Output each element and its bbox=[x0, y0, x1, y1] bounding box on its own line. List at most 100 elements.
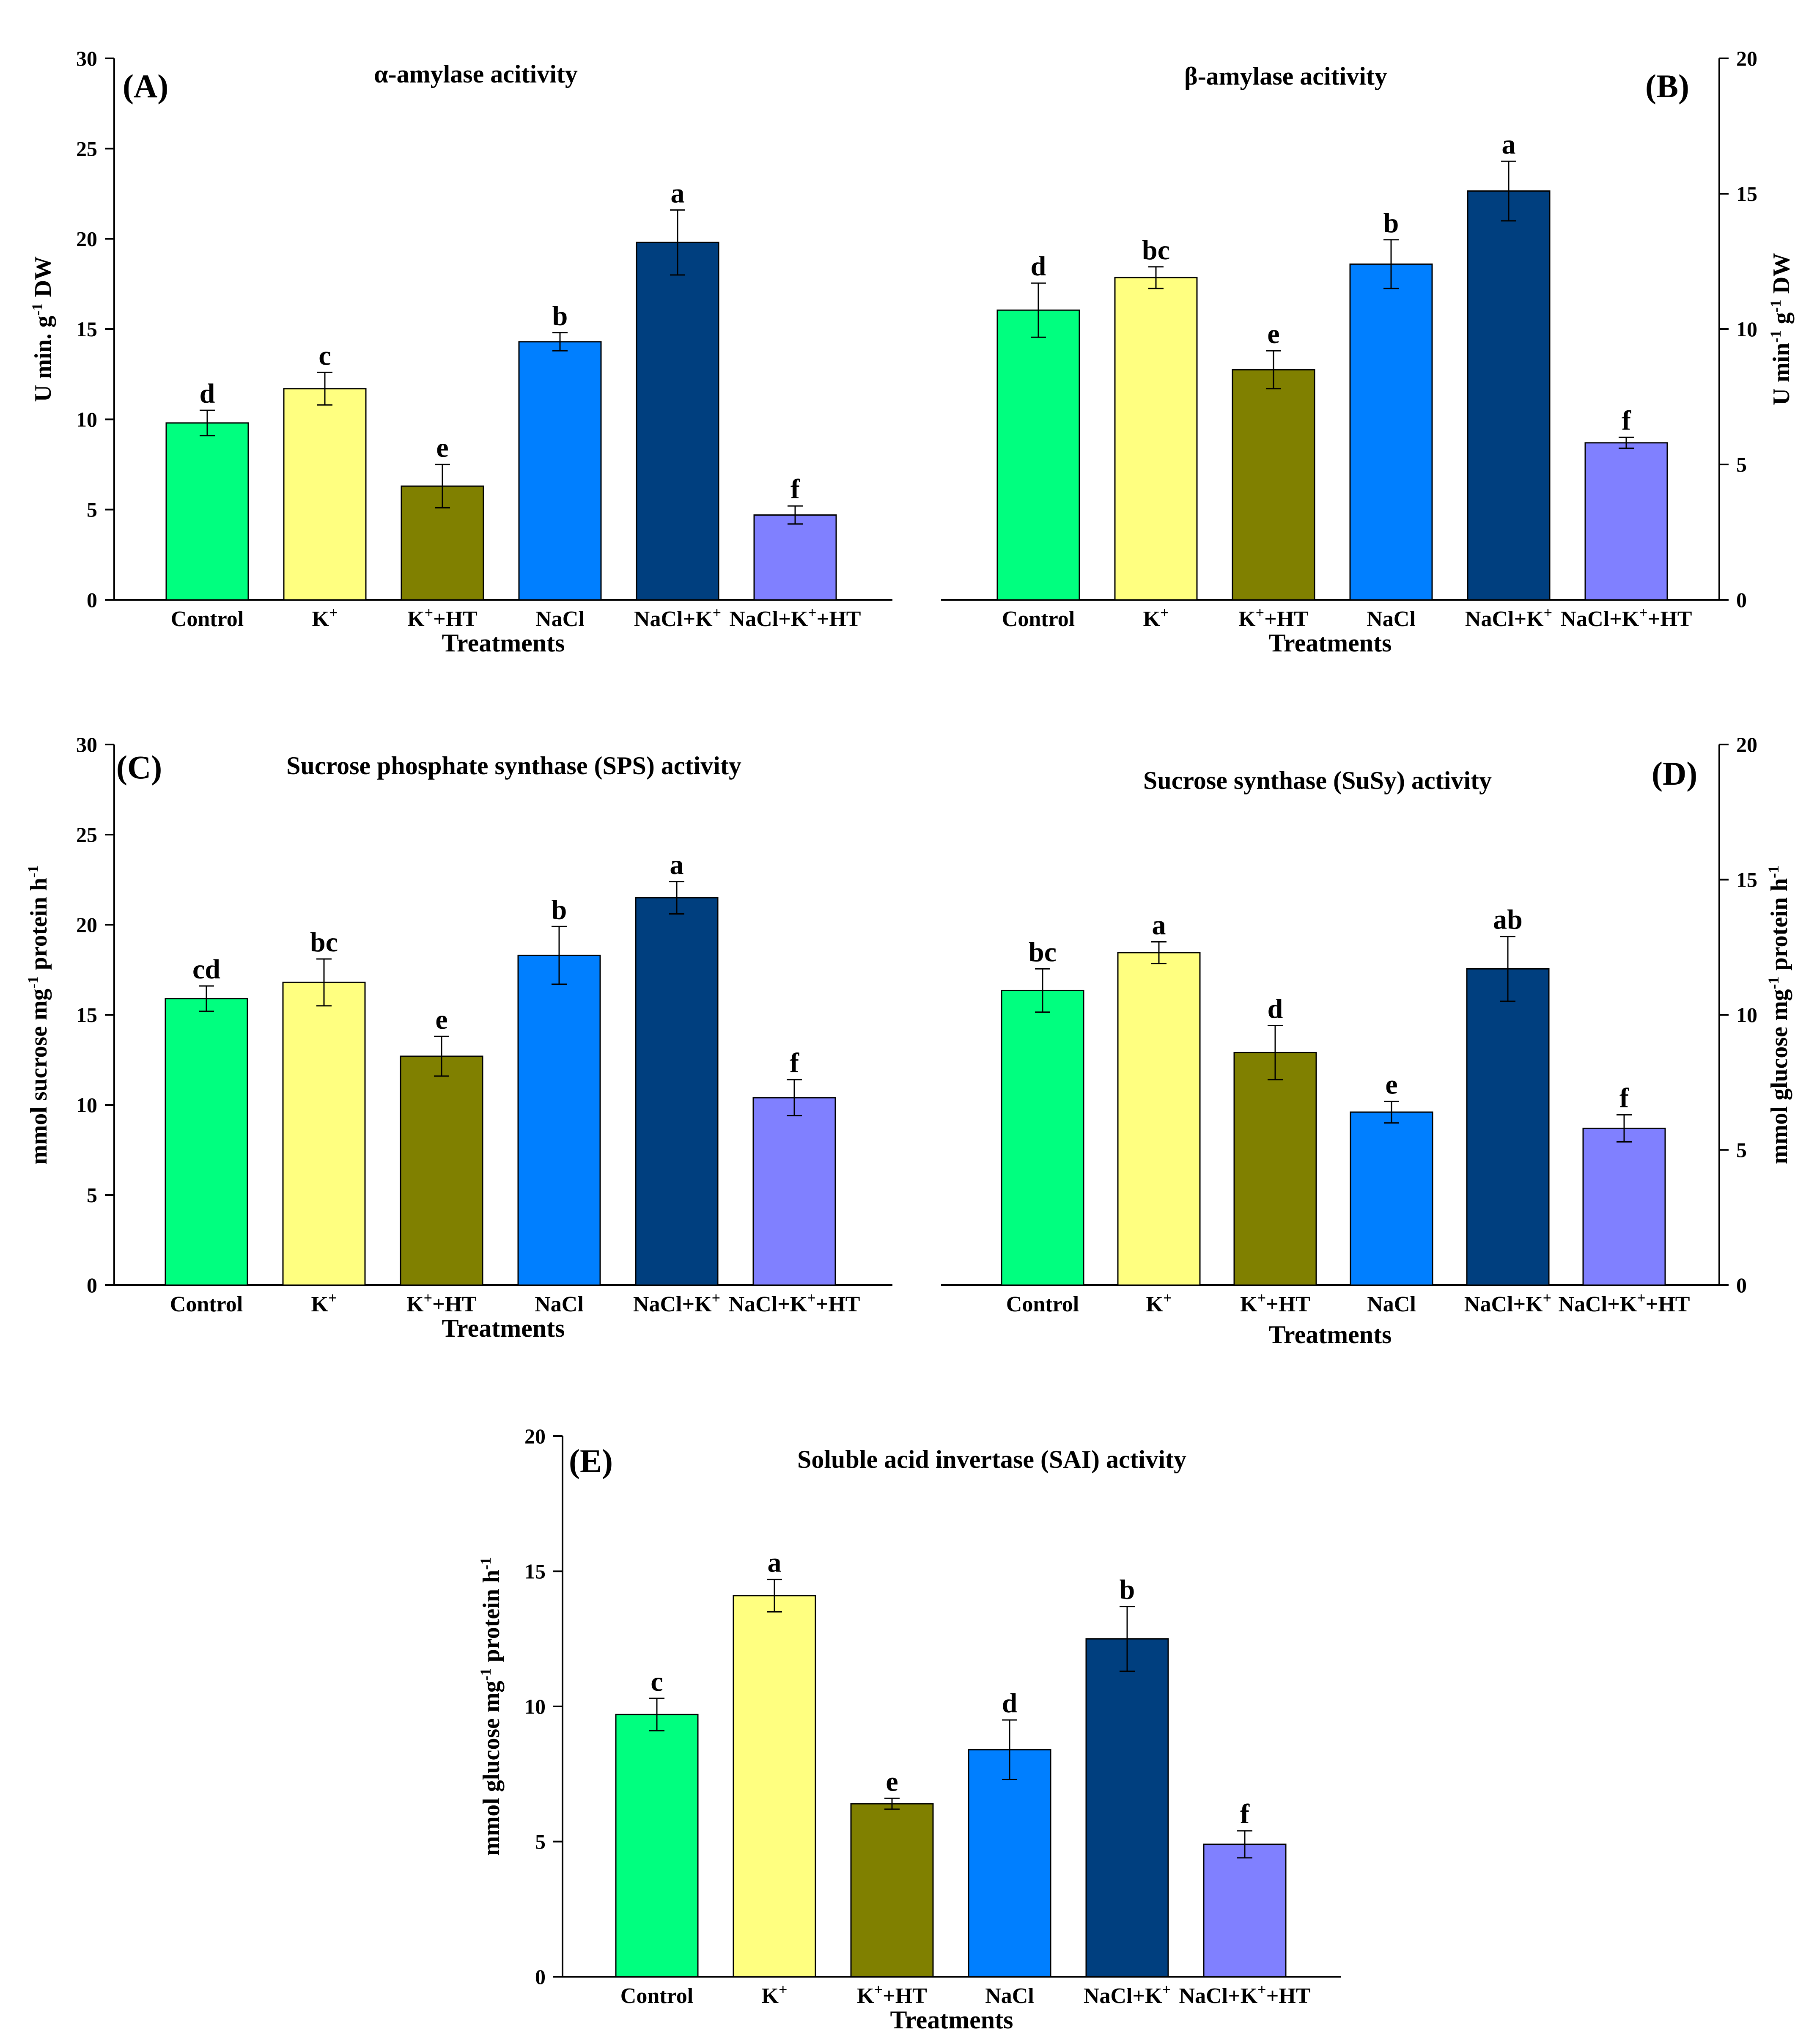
category-label: NaCl+K++HT bbox=[730, 604, 861, 631]
x-axis-label: Treatments bbox=[1268, 629, 1392, 657]
bar bbox=[733, 1595, 816, 1978]
bar bbox=[1349, 263, 1433, 601]
bar bbox=[850, 1803, 934, 1978]
category-label: NaCl+K+ bbox=[634, 604, 721, 631]
y-tick-label: 0 bbox=[1736, 1273, 1747, 1297]
category-label: K+ bbox=[311, 1289, 337, 1316]
x-axis-label: Treatments bbox=[442, 629, 565, 657]
significance-letter: f bbox=[1619, 1082, 1629, 1113]
y-tick-label: 15 bbox=[76, 1003, 97, 1027]
category-label: Control bbox=[170, 1292, 243, 1316]
significance-letter: d bbox=[200, 378, 215, 409]
panel-e: 0 5 10 15 20 c Control a K+ e K++HT d NaCl b NaCl+K+ f N… bbox=[477, 1424, 1341, 2034]
chart-title: Sucrose synthase (SuSy) activity bbox=[1143, 766, 1492, 794]
significance-letter: e bbox=[1385, 1069, 1397, 1100]
significance-letter: c bbox=[650, 1666, 663, 1697]
significance-letter: f bbox=[790, 474, 800, 505]
category-label: Control bbox=[1002, 607, 1075, 631]
category-label: NaCl+K++HT bbox=[1179, 1981, 1311, 2008]
panel-label: (B) bbox=[1645, 68, 1689, 104]
chart-title: α-amylase acitivity bbox=[374, 60, 578, 88]
y-tick-label: 10 bbox=[76, 407, 97, 431]
category-label: NaCl bbox=[535, 1292, 584, 1316]
significance-letter: b bbox=[552, 301, 568, 332]
significance-letter: b bbox=[1120, 1574, 1135, 1605]
y-tick-label: 30 bbox=[76, 47, 97, 70]
significance-letter: e bbox=[886, 1766, 898, 1797]
y-tick-label: 20 bbox=[1736, 47, 1757, 70]
significance-letter: ab bbox=[1493, 904, 1523, 935]
bar bbox=[1584, 442, 1668, 601]
significance-letter: d bbox=[1031, 251, 1046, 282]
bar bbox=[1232, 369, 1315, 601]
significance-letter: f bbox=[790, 1047, 799, 1078]
y-tick-label: 10 bbox=[76, 1093, 97, 1117]
significance-letter: b bbox=[1383, 208, 1399, 239]
y-tick-label: 5 bbox=[535, 1830, 546, 1854]
category-label: Control bbox=[1006, 1292, 1079, 1316]
significance-letter: a bbox=[1502, 129, 1516, 160]
panel-a: 0 5 10 15 20 25 30 d Control c K+ e K++HT b NaCl a NaCl+… bbox=[29, 47, 892, 657]
bar bbox=[1117, 952, 1201, 1286]
y-tick-label: 20 bbox=[524, 1424, 546, 1448]
category-label: NaCl+K+ bbox=[633, 1289, 720, 1316]
bar bbox=[518, 341, 602, 601]
bar bbox=[752, 1097, 836, 1286]
category-label: K++HT bbox=[407, 604, 478, 631]
y-axis-label: mmol sucrose mg-1 protein h-1 bbox=[25, 865, 52, 1165]
bar bbox=[1350, 1111, 1433, 1286]
category-label: NaCl+K++HT bbox=[1561, 604, 1692, 631]
bar bbox=[283, 388, 367, 601]
category-label: NaCl+K++HT bbox=[1559, 1289, 1690, 1316]
category-label: K+ bbox=[312, 604, 338, 631]
y-tick-label: 5 bbox=[87, 1183, 97, 1207]
bar bbox=[1203, 1843, 1287, 1978]
panel-d: 0 5 10 15 20 bc Control a K+ d K++HT e NaCl ab NaCl+K+… bbox=[941, 733, 1792, 1349]
bar bbox=[1582, 1127, 1666, 1286]
x-axis-label: Treatments bbox=[1268, 1321, 1392, 1349]
bar bbox=[165, 422, 249, 601]
category-label: Control bbox=[171, 607, 244, 631]
bar bbox=[400, 1055, 483, 1286]
chart-title: Soluble acid invertase (SAI) activity bbox=[797, 1445, 1186, 1473]
bar bbox=[615, 1714, 699, 1978]
y-tick-label: 20 bbox=[1736, 733, 1757, 756]
bar bbox=[1085, 1638, 1169, 1978]
category-label: K++HT bbox=[1240, 1289, 1310, 1316]
y-tick-label: 10 bbox=[1736, 1003, 1757, 1027]
bar bbox=[753, 514, 837, 601]
significance-letter: f bbox=[1240, 1799, 1250, 1830]
panel-label: (C) bbox=[116, 749, 162, 786]
category-label: K+ bbox=[1143, 604, 1169, 631]
bar bbox=[968, 1749, 1051, 1978]
y-tick-label: 25 bbox=[76, 137, 97, 160]
x-axis-label: Treatments bbox=[890, 2006, 1013, 2034]
x-axis-label: Treatments bbox=[442, 1314, 565, 1342]
y-tick-label: 15 bbox=[1736, 868, 1757, 892]
bar bbox=[636, 242, 719, 601]
category-label: K++HT bbox=[406, 1289, 477, 1316]
y-tick-label: 0 bbox=[87, 588, 97, 612]
category-label: NaCl+K+ bbox=[1084, 1981, 1171, 2008]
category-label: NaCl bbox=[535, 607, 585, 631]
y-tick-label: 20 bbox=[76, 913, 97, 937]
category-label: NaCl+K+ bbox=[1464, 1289, 1551, 1316]
chart-title: β-amylase acitivity bbox=[1184, 62, 1387, 90]
y-tick-label: 20 bbox=[76, 227, 97, 251]
bar bbox=[1114, 277, 1198, 601]
significance-letter: a bbox=[768, 1547, 782, 1578]
significance-letter: b bbox=[552, 894, 567, 925]
panel-label: (A) bbox=[123, 68, 168, 104]
bar bbox=[165, 998, 248, 1286]
y-tick-label: 15 bbox=[76, 317, 97, 341]
y-tick-label: 0 bbox=[87, 1273, 97, 1297]
significance-letter: a bbox=[670, 849, 684, 880]
bar bbox=[282, 981, 366, 1286]
panel-b: 0 5 10 15 20 d Control bc K+ e K++HT b NaCl a NaCl+K+ f… bbox=[941, 47, 1795, 657]
significance-letter: e bbox=[1267, 319, 1279, 349]
bar bbox=[1467, 190, 1551, 601]
y-tick-label: 5 bbox=[1736, 1138, 1747, 1162]
y-tick-label: 10 bbox=[1736, 317, 1757, 341]
bar bbox=[1001, 989, 1084, 1286]
